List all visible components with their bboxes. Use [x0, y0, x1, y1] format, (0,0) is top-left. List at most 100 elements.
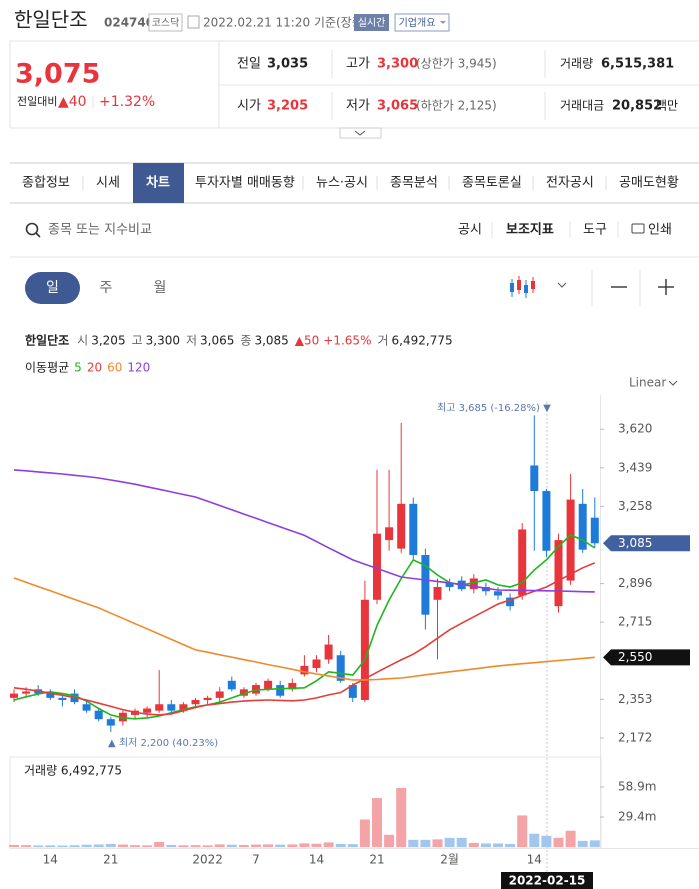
- volume-tick-label: 58.9m: [618, 779, 656, 793]
- candle-body: [276, 685, 285, 696]
- ma-line: [13, 469, 595, 593]
- x-tick-label: 2월: [440, 853, 459, 867]
- volume-bar: [69, 845, 80, 847]
- quote-label: 저: [186, 334, 197, 348]
- candle-body: [94, 710, 103, 720]
- volume-bar: [299, 843, 310, 847]
- x-tick-label: 7: [252, 853, 260, 867]
- realtime-badge: [354, 14, 389, 31]
- candle-body: [167, 704, 176, 711]
- change-label: 전일대비: [17, 94, 57, 108]
- price-change: ▲40: [58, 94, 87, 110]
- quote-line: 한일단조 시 3,205 고 3,300 저 3,065 종 3,085 ▲50 +1.65% 거 6,…: [25, 333, 453, 348]
- toolbar-item[interactable]: 인쇄: [648, 223, 672, 238]
- calendar-icon: [187, 15, 200, 29]
- low-annotation: ▲ 최저 2,200 (40.23%): [108, 737, 218, 749]
- volume-bar: [372, 798, 382, 847]
- volume-bar: [263, 844, 274, 847]
- volume-bar: [287, 844, 298, 847]
- period-active[interactable]: [25, 272, 80, 304]
- search-placeholder[interactable]: 종목 또는 지수비교: [48, 223, 152, 238]
- tab[interactable]: 종합정보: [22, 176, 70, 191]
- y-tick-label: 2,715: [618, 615, 652, 629]
- volume-bar: [384, 834, 395, 847]
- realtime-text: 실시간: [358, 17, 386, 29]
- candle-body: [518, 529, 527, 596]
- tab[interactable]: 공매도현황: [619, 176, 679, 191]
- collapse-button[interactable]: [339, 127, 382, 139]
- x-tick-label: 21: [369, 853, 384, 867]
- company-button[interactable]: [394, 13, 450, 32]
- quote-label: 시: [77, 334, 88, 348]
- stat-value: 3,035: [267, 57, 308, 72]
- candle-body: [82, 704, 91, 711]
- tab[interactable]: 전자공시: [546, 176, 594, 191]
- volume-bar: [21, 845, 32, 847]
- stat-value: 3,300: [377, 57, 418, 72]
- tab-active[interactable]: [133, 163, 184, 203]
- volume-area: [9, 787, 600, 847]
- period-button[interactable]: 일: [46, 280, 59, 296]
- volume-bar: [408, 839, 419, 847]
- volume-bar: [117, 844, 128, 847]
- quote-value: 3,065: [200, 334, 234, 348]
- stat-note: (하한가 2,125): [416, 99, 497, 113]
- volume-title: 거래량 6,492,775: [24, 764, 122, 778]
- quote-value: 6,492,775: [392, 334, 453, 348]
- company-button-text[interactable]: 기업개요: [399, 16, 436, 29]
- market-badge: [148, 13, 183, 32]
- volume-bar: [238, 844, 249, 847]
- volume-bar: [202, 845, 213, 847]
- volume-bar: [214, 844, 225, 847]
- price-marker-label: 3,085: [618, 536, 652, 550]
- y-tick-label: 2,172: [618, 730, 652, 744]
- candle-body: [360, 599, 369, 700]
- toolbar-item[interactable]: 보조지표: [506, 223, 554, 238]
- dropdown-icon[interactable]: [557, 282, 567, 288]
- candle-body: [227, 680, 236, 690]
- candle-type-icon[interactable]: [510, 276, 535, 298]
- volume-bar: [541, 835, 552, 847]
- candle-body: [397, 503, 406, 549]
- ma-label: 이동평균: [25, 361, 69, 375]
- volume-bar: [347, 844, 358, 847]
- candle-body: [300, 665, 309, 675]
- tab[interactable]: 시세: [96, 176, 120, 191]
- candle-body: [433, 586, 442, 600]
- candle-body: [203, 697, 212, 700]
- stat-note: (상한가 3,945): [416, 57, 497, 71]
- candle-body: [506, 597, 515, 607]
- high-annotation: 최고 3,685 (-16.28%) ▼: [437, 402, 551, 414]
- toolbar-item[interactable]: 도구: [583, 223, 607, 238]
- volume-bar: [432, 839, 443, 847]
- quote-rate: +1.65%: [323, 334, 371, 348]
- period-button[interactable]: 월: [154, 280, 167, 296]
- tab[interactable]: 종목분석: [390, 176, 438, 191]
- volume-bar: [57, 845, 68, 847]
- tab[interactable]: 뉴스·공시: [316, 176, 368, 191]
- volume-bar: [480, 843, 491, 847]
- stat-label: 거래대금: [560, 99, 604, 113]
- volume-bar: [359, 819, 370, 847]
- candle-body: [155, 704, 164, 711]
- volume-bar: [577, 840, 588, 847]
- candle-body: [336, 655, 345, 681]
- volume-bar: [130, 845, 140, 847]
- volume-bar: [493, 843, 503, 847]
- price-marker-label: 2,550: [618, 650, 652, 664]
- dropdown-arrow: [440, 21, 446, 24]
- collapse-icon: [354, 130, 366, 136]
- candle-body: [348, 685, 357, 698]
- stat-value: 3,065: [377, 99, 418, 114]
- volume-bar: [142, 845, 153, 847]
- tab[interactable]: 종목토론실: [462, 176, 522, 191]
- candle-body: [542, 491, 551, 551]
- toolbar-item[interactable]: 공시: [458, 223, 482, 238]
- tab[interactable]: 차트: [146, 175, 170, 191]
- stat-value: 6,515,381: [601, 57, 674, 72]
- scale-selector[interactable]: Linear: [629, 376, 666, 390]
- quote-value: 3,205: [91, 334, 125, 348]
- tab[interactable]: 투자자별 매매동향: [195, 176, 295, 191]
- period-button[interactable]: 주: [100, 280, 113, 296]
